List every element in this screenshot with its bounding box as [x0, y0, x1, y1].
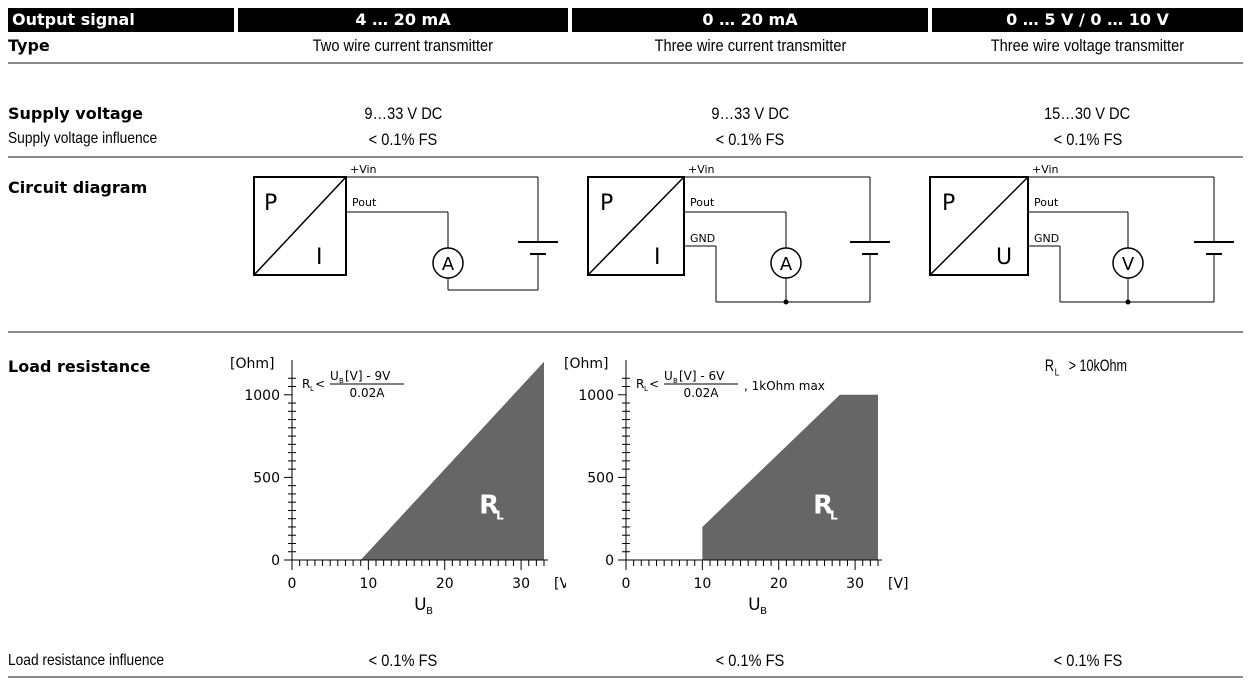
y-tick-label: 0	[605, 553, 614, 569]
x-tick-label: 10	[359, 576, 377, 592]
supply-influence-2: < 0.1% FS	[715, 130, 785, 149]
box-top-letter: P	[600, 191, 613, 216]
load-region	[360, 361, 544, 560]
region-label: R	[479, 491, 499, 521]
x-axis-label-sub: B	[760, 606, 767, 616]
y-tick-label: 1000	[578, 388, 614, 404]
header-output-signal: Output signal	[8, 8, 234, 32]
gnd-label: GND	[690, 232, 715, 245]
x-axis-label: U	[414, 595, 426, 615]
transmitter-box	[929, 176, 1029, 276]
supply-value-1: 9…33 V DC	[363, 104, 442, 123]
formula-prefix: R	[636, 377, 644, 391]
formula-lt: <	[315, 377, 325, 391]
x-tick-label: 30	[512, 576, 530, 592]
y-axis-label: [Ohm]	[564, 356, 608, 372]
type-value-1: Two wire current transmitter	[312, 36, 494, 55]
circuit-diagram-label: Circuit diagram	[8, 178, 148, 197]
x-tick-label: 0	[622, 576, 631, 592]
junction-dot	[783, 299, 789, 305]
box-top-letter: P	[264, 191, 277, 216]
formula-numerator-rest: [V] - 6V	[679, 369, 725, 383]
type-value-2: Three wire current transmitter	[654, 36, 846, 55]
x-unit-label: [V]	[888, 576, 909, 592]
circuit-diagram-1: P I +Vin Pout A	[253, 163, 558, 291]
x-axis-label: U	[748, 595, 760, 615]
y-tick-label: 0	[271, 553, 280, 569]
load-influence-3: < 0.1% FS	[1053, 651, 1122, 670]
supply-voltage-label: Supply voltage	[8, 104, 143, 123]
y-tick-label: 1000	[244, 388, 280, 404]
header-col-4-20ma: 4 … 20 mA	[238, 8, 568, 32]
load-region	[702, 394, 878, 560]
transmitter-box	[253, 176, 347, 276]
load-resistance-influence-label: Load resistance influence	[8, 652, 165, 669]
junction-dot	[1125, 299, 1131, 305]
circuit-diagram-3: P U +Vin Pout GND V	[929, 163, 1234, 305]
formula-numerator-sub: B	[339, 377, 344, 385]
box-bottom-letter: U	[996, 245, 1012, 270]
formula-numerator: U	[330, 369, 339, 383]
region-label-sub: L	[830, 509, 838, 523]
x-tick-label: 0	[288, 576, 297, 592]
pout-label: Pout	[690, 196, 715, 209]
x-unit-label: [V]	[554, 576, 566, 592]
supply-value-2: 9…33 V DC	[710, 104, 789, 123]
row-divider	[8, 62, 1243, 64]
header-col-voltage: 0 … 5 V / 0 … 10 V	[932, 8, 1243, 32]
y-tick-label: 500	[587, 470, 614, 486]
load-resistance-value-3: RL > 10kOhm	[1044, 356, 1127, 379]
box-top-letter: P	[942, 191, 955, 216]
formula-denominator: 0.02A	[684, 386, 720, 400]
supply-value-3: 15…30 V DC	[1044, 104, 1131, 123]
row-divider	[8, 331, 1243, 333]
load-influence-2: < 0.1% FS	[715, 651, 785, 670]
load-influence-1: < 0.1% FS	[368, 651, 438, 670]
meter-letter: V	[1122, 254, 1135, 275]
x-axis-label-sub: B	[426, 606, 433, 616]
y-tick-label: 500	[253, 470, 280, 486]
x-tick-label: 30	[846, 576, 864, 592]
type-value-3: Three wire voltage transmitter	[990, 36, 1185, 55]
x-tick-label: 10	[693, 576, 711, 592]
supply-influence-3: < 0.1% FS	[1053, 130, 1122, 149]
vin-label: +Vin	[350, 163, 377, 176]
header-col-0-20ma: 0 … 20 mA	[572, 8, 928, 32]
region-label-sub: L	[496, 509, 504, 523]
formula-suffix: , 1kOhm max	[744, 379, 825, 393]
formula-prefix-sub: L	[310, 385, 314, 393]
load-resistance-label: Load resistance	[8, 357, 151, 376]
region-label: R	[813, 491, 833, 521]
pout-label: Pout	[1034, 196, 1059, 209]
x-tick-label: 20	[770, 576, 788, 592]
y-axis-label: [Ohm]	[230, 356, 274, 372]
formula-numerator: U	[664, 369, 673, 383]
formula-prefix-sub: L	[644, 385, 648, 393]
formula-denominator: 0.02A	[350, 386, 386, 400]
transmitter-box	[587, 176, 685, 276]
supply-voltage-influence-label: Supply voltage influence	[8, 130, 158, 147]
pout-label: Pout	[352, 196, 377, 209]
row-divider	[8, 156, 1243, 158]
type-label: Type	[8, 36, 50, 55]
meter-letter: A	[780, 254, 793, 275]
vin-label: +Vin	[688, 163, 715, 176]
row-divider	[8, 676, 1243, 678]
box-bottom-letter: I	[316, 245, 323, 270]
box-bottom-letter: I	[654, 245, 661, 270]
formula-lt: <	[649, 377, 659, 391]
formula-numerator-sub: B	[673, 377, 678, 385]
vin-label: +Vin	[1032, 163, 1059, 176]
x-tick-label: 20	[436, 576, 454, 592]
gnd-label: GND	[1034, 232, 1059, 245]
circuit-diagram-2: P I +Vin Pout GND A	[587, 163, 890, 305]
supply-influence-1: < 0.1% FS	[368, 130, 438, 149]
meter-letter: A	[442, 254, 455, 275]
formula-numerator-rest: [V] - 9V	[345, 369, 391, 383]
formula-prefix: R	[302, 377, 310, 391]
